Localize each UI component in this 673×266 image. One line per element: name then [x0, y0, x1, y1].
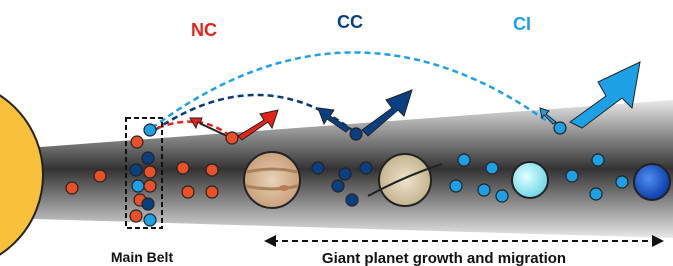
uranus	[512, 162, 548, 198]
sun	[0, 80, 43, 266]
cc-label: CC	[337, 12, 363, 32]
diagram: NC CC CI Main Belt Giant planet growth a…	[0, 0, 673, 266]
jupiter	[244, 152, 300, 208]
neptune	[634, 164, 670, 200]
nc-label: NC	[191, 20, 217, 40]
ci-label: CI	[513, 14, 531, 34]
migration-label: Giant planet growth and migration	[322, 250, 566, 266]
main-belt-label: Main Belt	[111, 249, 174, 265]
